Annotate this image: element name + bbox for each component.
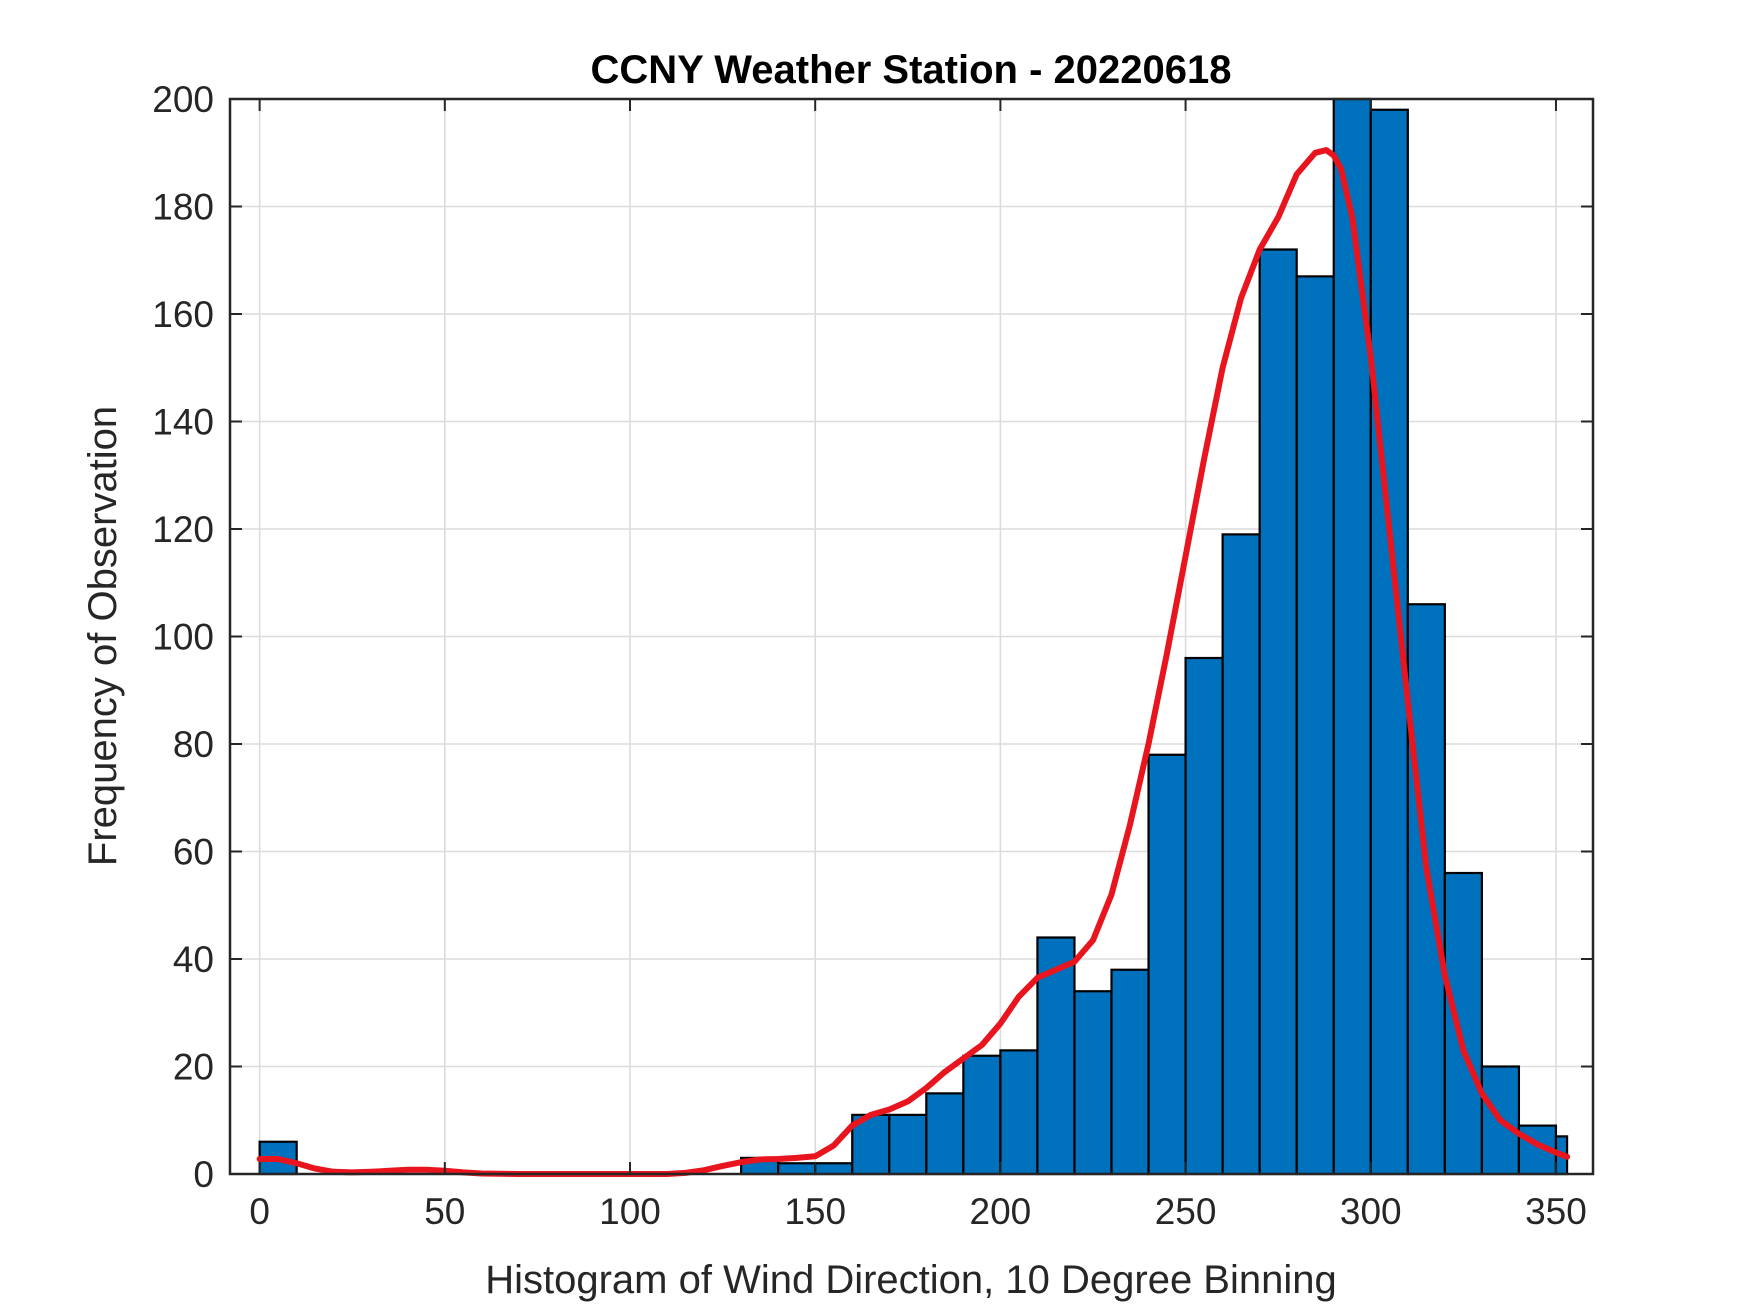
y-tick-label: 180 <box>152 187 214 228</box>
y-tick-label: 100 <box>152 617 214 658</box>
histogram-bar <box>1110 968 1150 1176</box>
x-tick-label: 150 <box>784 1191 846 1232</box>
y-tick-label: 0 <box>193 1154 214 1195</box>
histogram-bar <box>1295 275 1335 1176</box>
axis-ticks <box>230 98 1593 1175</box>
histogram-bar <box>1073 990 1113 1176</box>
histogram-bar <box>1332 97 1372 1176</box>
x-tick-label: 300 <box>1340 1191 1402 1232</box>
histogram-bar <box>962 1054 1002 1176</box>
histogram-bar <box>1184 656 1224 1176</box>
histogram-bar <box>1147 753 1187 1176</box>
histogram-bars <box>258 97 1569 1176</box>
y-tick-label: 200 <box>152 79 214 120</box>
histogram-bar <box>1221 533 1261 1176</box>
histogram-bar <box>888 1113 928 1176</box>
x-tick-label: 250 <box>1155 1191 1217 1232</box>
tick-labels: 0 50 100 150 200 250 300 350 0 20 40 60 80 100 120 140 1… <box>152 79 1587 1232</box>
y-tick-label: 140 <box>152 402 214 443</box>
x-tick-label: 200 <box>970 1191 1032 1232</box>
y-tick-label: 40 <box>173 939 214 980</box>
chart-title: CCNY Weather Station - 20220618 <box>591 48 1232 92</box>
x-tick-label: 100 <box>599 1191 661 1232</box>
histogram-bar <box>1258 248 1298 1176</box>
y-tick-label: 20 <box>173 1047 214 1088</box>
histogram-bar <box>1406 603 1446 1176</box>
y-tick-label: 120 <box>152 509 214 550</box>
histogram-bar <box>1480 1065 1521 1176</box>
histogram-bar <box>999 1049 1039 1176</box>
x-tick-label: 350 <box>1525 1191 1587 1232</box>
y-tick-label: 60 <box>173 832 214 873</box>
x-tick-label: 50 <box>424 1191 465 1232</box>
y-tick-label: 160 <box>152 294 214 335</box>
histogram-bar <box>814 1162 854 1176</box>
x-axis-label: Histogram of Wind Direction, 10 Degree B… <box>485 1258 1337 1302</box>
y-axis-label: Frequency of Observation <box>81 406 125 866</box>
histogram-bar <box>1443 871 1483 1176</box>
x-tick-label: 0 <box>249 1191 270 1232</box>
histogram-bar <box>777 1162 817 1176</box>
y-tick-label: 80 <box>173 724 214 765</box>
histogram-bar <box>925 1092 965 1176</box>
